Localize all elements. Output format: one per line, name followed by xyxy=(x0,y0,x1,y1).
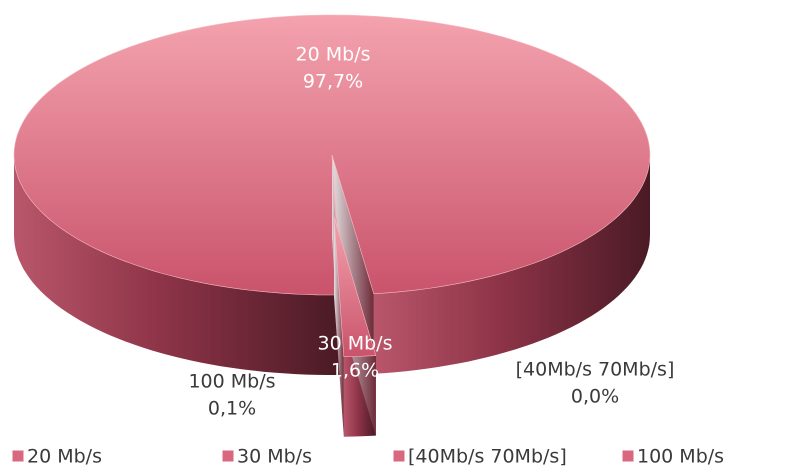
data-label-value: 0,1% xyxy=(208,398,256,420)
legend-label: 100 Mb/s xyxy=(637,446,724,468)
legend-swatch xyxy=(392,449,406,463)
legend-swatch xyxy=(11,449,25,463)
slice-side xyxy=(373,155,650,374)
data-label-value: 0,0% xyxy=(571,386,619,408)
data-label-name: 30 Mb/s xyxy=(318,333,393,355)
legend-label: 30 Mb/s xyxy=(237,446,312,468)
data-label-name: 100 Mb/s xyxy=(188,371,275,393)
legend: 20 Mb/s 30 Mb/s [40Mb/s 70Mb/s] 100 Mb/s xyxy=(11,446,724,468)
data-label-value: 97,7% xyxy=(303,71,363,93)
legend-label: 20 Mb/s xyxy=(27,446,102,468)
slice xyxy=(333,216,377,358)
pie xyxy=(13,14,651,437)
data-label-name: 20 Mb/s xyxy=(296,44,371,66)
labels: 20 Mb/s 97,7% 30 Mb/s 1,6% [40Mb/s 70Mb/s] 0,… xyxy=(188,44,674,420)
slice-side xyxy=(14,155,340,375)
legend-label: [40Mb/s 70Mb/s] xyxy=(408,446,567,468)
data-label-name: [40Mb/s 70Mb/s] xyxy=(516,359,675,381)
data-label-value: 1,6% xyxy=(331,360,379,382)
slice-wall xyxy=(334,216,344,437)
legend-swatch xyxy=(221,449,235,463)
legend-swatch xyxy=(621,449,635,463)
